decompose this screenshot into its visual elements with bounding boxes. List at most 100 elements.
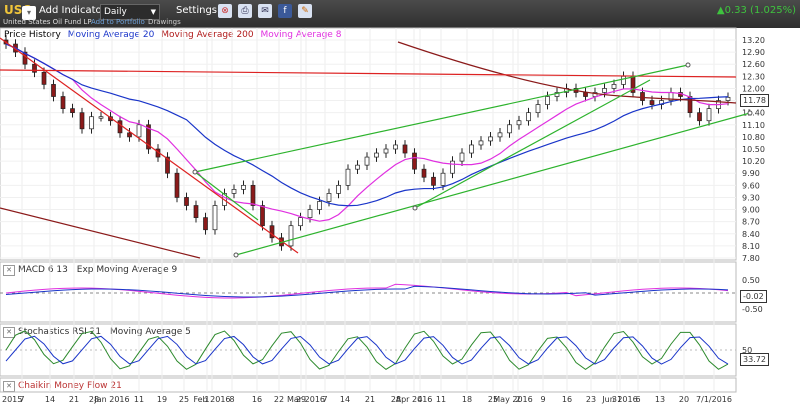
legend-macd[interactable]: MACD 6 13 — [18, 265, 68, 275]
y-tick-label: 9.30 — [742, 193, 760, 202]
macd-signal-line — [5, 285, 729, 298]
reset-icon[interactable]: ⊗ — [218, 4, 232, 18]
x-tick-label: 1 — [204, 395, 209, 404]
trendline-anchor — [747, 110, 753, 116]
chevron-down-icon: ▼ — [150, 8, 156, 16]
y-tick-label: 8.40 — [742, 230, 760, 239]
stoch-ma-line — [5, 335, 729, 365]
y-tick-label: 7.80 — [742, 254, 760, 263]
x-tick-label: May 2016 — [493, 395, 532, 404]
candle — [203, 217, 208, 231]
candle — [193, 205, 199, 218]
print-icon[interactable]: ⎙ — [238, 4, 252, 18]
candle — [136, 124, 142, 138]
x-tick-label: Mar 2016 — [287, 395, 325, 404]
macd-legend: MACD 6 13 Exp Moving Average 9 — [18, 265, 177, 275]
candle — [554, 92, 560, 97]
candle — [459, 152, 465, 162]
candle — [431, 176, 436, 186]
y-tick-label: 11.10 — [742, 121, 765, 130]
x-tick-label: 8 — [229, 395, 234, 404]
ma20-line — [5, 43, 729, 207]
x-tick-label: 28 — [89, 395, 99, 404]
candle — [127, 132, 132, 138]
candle — [402, 144, 408, 154]
candle — [526, 112, 531, 122]
x-tick-label: 14 — [340, 395, 350, 404]
candle — [307, 209, 313, 218]
legend-chaikin[interactable]: Chaikin Money Flow 21 — [18, 381, 122, 391]
legend-stoch-ma[interactable]: Moving Average 5 — [109, 327, 191, 337]
legend-stoch[interactable]: Stochastics RSI 21 — [18, 327, 102, 337]
candle — [336, 184, 341, 194]
trendline-anchor — [412, 205, 418, 211]
chaikin-panel-border — [0, 377, 737, 393]
period-select[interactable]: Daily ▼ — [100, 4, 160, 20]
green-channel-bottom — [235, 112, 751, 256]
legend-macd-ema[interactable]: Exp Moving Average 9 — [76, 265, 178, 275]
candle — [260, 205, 265, 227]
symbol-dropdown-icon[interactable]: ▾ — [22, 6, 36, 20]
candle — [364, 156, 370, 166]
x-tick-label: 7 — [19, 395, 24, 404]
candle — [298, 217, 303, 227]
macd-line — [5, 283, 729, 299]
candle — [478, 140, 484, 146]
candle — [288, 225, 294, 247]
ma200-line — [397, 41, 737, 104]
toolbar: USO ▾ Add Indicator Daily ▼ Settings ⊗ ⎙ … — [0, 0, 800, 28]
last-price-change: ▲0.33 (1.025%) — [717, 5, 796, 16]
candle — [488, 136, 493, 142]
y-tick-label: 12.60 — [742, 60, 765, 69]
candle — [250, 184, 256, 206]
candle — [70, 108, 75, 114]
candle — [269, 225, 275, 239]
candle — [383, 148, 389, 154]
trendline-anchor — [233, 252, 239, 258]
y-tick-label: 13.20 — [742, 36, 765, 45]
x-tick-label: Apr 2016 — [396, 395, 433, 404]
price-panel-border — [0, 27, 737, 261]
candle — [393, 144, 398, 150]
candle — [60, 96, 66, 109]
candle — [317, 201, 322, 210]
candle — [545, 96, 550, 105]
settings-button[interactable]: Settings — [176, 5, 218, 16]
legend-price-history[interactable]: Price History — [4, 30, 61, 40]
candle — [117, 120, 123, 134]
candle — [241, 184, 246, 190]
add-to-portfolio-link[interactable]: Add to Portfolio — [91, 18, 145, 26]
candle — [345, 168, 351, 186]
facebook-icon[interactable]: f — [278, 4, 292, 18]
macd-tick-label: -0.50 — [742, 305, 763, 314]
email-icon[interactable]: ✉ — [258, 4, 272, 18]
trendline-anchor — [192, 169, 198, 175]
candle — [98, 116, 104, 119]
candle — [51, 84, 56, 97]
x-tick-label: 16 — [252, 395, 262, 404]
x-tick-label: 14 — [45, 395, 55, 404]
tools-icon[interactable]: ✎ — [298, 4, 312, 18]
candle — [146, 124, 151, 150]
x-tick-label: 20 — [679, 395, 689, 404]
x-tick-label: 25 — [179, 395, 189, 404]
stoch-close-icon[interactable]: ✕ — [3, 327, 15, 338]
x-tick-label: 21 — [69, 395, 79, 404]
y-tick-label: 10.20 — [742, 157, 765, 166]
drawings-link[interactable]: Drawings — [148, 18, 181, 26]
candle — [507, 124, 512, 134]
y-tick-label: 8.70 — [742, 218, 760, 227]
x-tick-label: 25 — [488, 395, 498, 404]
x-tick-label: 28 — [391, 395, 401, 404]
x-tick-label: 23 — [586, 395, 596, 404]
candle — [516, 120, 522, 126]
x-tick-label: 4 — [417, 395, 422, 404]
chaikin-legend: Chaikin Money Flow 21 — [18, 381, 122, 391]
macd-close-icon[interactable]: ✕ — [3, 265, 15, 276]
candle — [469, 144, 474, 154]
candle — [450, 160, 455, 174]
add-indicator-button[interactable]: Add Indicator — [39, 5, 106, 16]
legend-ma20[interactable]: Moving Average 20 — [67, 30, 155, 40]
x-tick-label: 21 — [365, 395, 375, 404]
